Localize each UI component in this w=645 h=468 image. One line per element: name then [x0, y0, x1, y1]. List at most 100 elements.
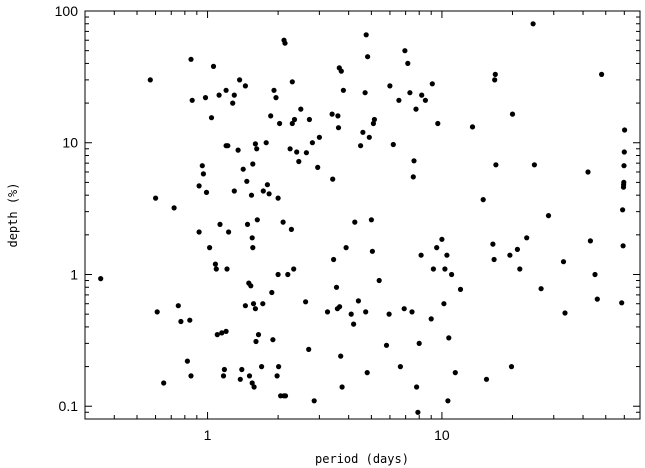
- data-point: [316, 134, 322, 140]
- data-point: [255, 332, 262, 338]
- data-point: [213, 266, 219, 272]
- data-point: [187, 317, 193, 323]
- data-point: [422, 97, 428, 103]
- data-point: [212, 261, 218, 267]
- data-point: [220, 373, 227, 379]
- data-point: [306, 116, 312, 123]
- data-point: [446, 335, 452, 341]
- data-point: [524, 235, 530, 241]
- x-tick-label: 1: [204, 427, 212, 443]
- data-point: [217, 221, 223, 227]
- data-point: [154, 309, 160, 315]
- data-point: [237, 376, 243, 382]
- data-point: [188, 56, 194, 62]
- data-point: [508, 364, 515, 370]
- data-point: [244, 178, 250, 184]
- data-point: [248, 192, 255, 198]
- data-point: [351, 321, 357, 327]
- data-point: [369, 248, 375, 254]
- data-point: [242, 303, 248, 309]
- data-point: [289, 120, 295, 127]
- data-point: [621, 149, 627, 155]
- x-axis: 1 10: [84, 11, 641, 443]
- data-point: [254, 217, 260, 223]
- y-tick-label: 100: [55, 3, 79, 19]
- data-point: [239, 366, 245, 373]
- data-point: [324, 309, 331, 315]
- data-point: [250, 301, 257, 307]
- data-point: [208, 115, 215, 121]
- data-point: [298, 106, 304, 112]
- data-point: [189, 97, 195, 103]
- data-point: [269, 289, 275, 296]
- data-point: [492, 77, 498, 83]
- data-point: [594, 296, 600, 302]
- data-point: [401, 306, 407, 312]
- data-point: [329, 111, 335, 117]
- data-point: [161, 380, 167, 386]
- data-point: [430, 266, 436, 272]
- data-point: [282, 393, 289, 399]
- data-point: [352, 219, 358, 225]
- data-point: [414, 384, 420, 390]
- data-point: [449, 271, 455, 278]
- data-point: [330, 176, 336, 182]
- data-point: [587, 238, 594, 244]
- y-tick-label: 10: [62, 135, 78, 151]
- data-point: [517, 266, 523, 272]
- data-point: [622, 127, 628, 133]
- data-point: [509, 111, 516, 117]
- data-point: [268, 113, 274, 119]
- data-point: [291, 116, 298, 123]
- data-point: [276, 364, 282, 370]
- data-point: [196, 229, 202, 235]
- data-point: [619, 300, 625, 306]
- data-point: [368, 217, 374, 223]
- data-point: [335, 125, 342, 131]
- data-point: [244, 221, 251, 227]
- data-point: [315, 164, 321, 170]
- data-point: [442, 266, 448, 272]
- data-point: [221, 366, 227, 373]
- data-point: [592, 271, 598, 278]
- data-point: [339, 384, 345, 390]
- data-point: [175, 303, 181, 309]
- data-point: [397, 364, 403, 370]
- data-point: [396, 97, 402, 103]
- data-point: [235, 147, 241, 153]
- data-point: [224, 266, 230, 272]
- data-point: [364, 370, 370, 376]
- data-point: [416, 340, 422, 346]
- data-point: [303, 299, 309, 305]
- data-point: [390, 141, 396, 148]
- data-point: [514, 246, 521, 252]
- data-point: [254, 146, 260, 152]
- data-point: [303, 150, 309, 156]
- data-point: [296, 158, 302, 165]
- data-point: [363, 32, 369, 38]
- data-point: [252, 306, 258, 312]
- data-point: [370, 120, 376, 127]
- data-point: [178, 318, 184, 325]
- data-point: [363, 309, 369, 315]
- data-point: [418, 252, 424, 258]
- data-point: [225, 143, 231, 149]
- data-point: [538, 286, 544, 292]
- data-point: [250, 245, 256, 251]
- data-point: [223, 328, 229, 334]
- x-axis-label: period (days): [315, 452, 409, 466]
- data-point: [219, 330, 225, 336]
- data-point: [200, 171, 206, 177]
- data-point: [203, 189, 210, 195]
- data-point: [376, 277, 382, 284]
- data-point: [249, 235, 255, 241]
- y-axis: 0.1 1 10 100: [55, 3, 640, 420]
- data-point: [621, 163, 627, 169]
- data-point: [242, 83, 248, 89]
- data-point: [413, 106, 419, 112]
- data-point: [371, 116, 377, 123]
- data-point: [289, 79, 295, 85]
- data-point: [311, 398, 317, 404]
- data-point: [362, 90, 368, 96]
